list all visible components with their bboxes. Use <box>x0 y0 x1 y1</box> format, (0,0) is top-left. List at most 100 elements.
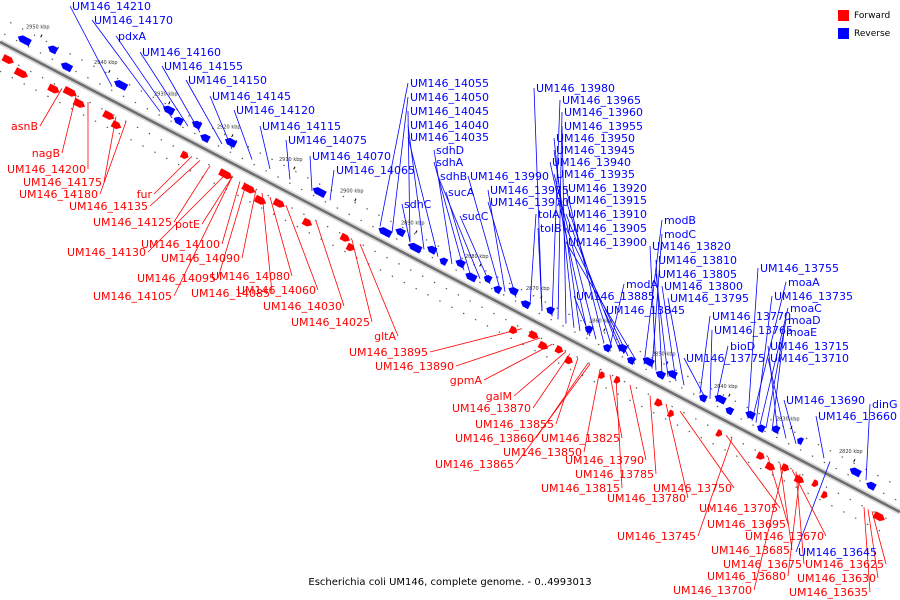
forward-gene-label: potE <box>175 218 200 231</box>
reverse-gene-label: UM146_13690 <box>786 394 865 407</box>
reverse-gene-label: UM146_13805 <box>658 268 737 281</box>
reverse-gene-label: dinG <box>872 398 898 411</box>
leader-line <box>487 201 517 298</box>
reverse-gene-label: modC <box>664 228 696 241</box>
reverse-gene-label: modA <box>626 278 658 291</box>
forward-gene <box>47 83 60 94</box>
reverse-gene <box>465 272 478 283</box>
leader-line <box>655 273 669 377</box>
forward-gene-label: UM146_13635 <box>789 586 868 599</box>
leader-line <box>667 297 685 386</box>
reverse-gene <box>200 134 211 143</box>
forward-gene <box>508 325 518 334</box>
leader-line <box>185 79 223 145</box>
kbp-tick <box>479 263 482 267</box>
reverse-gene-label: UM146_13965 <box>562 94 641 107</box>
leader-line <box>467 175 501 290</box>
kbp-tick-label: 2870 kbp <box>526 286 550 292</box>
reverse-gene <box>163 105 176 116</box>
leader-line <box>433 149 453 265</box>
reverse-gene-label: UM146_13955 <box>564 120 643 133</box>
reverse-gene <box>493 285 503 295</box>
forward-gene-label: UM146_14100 <box>141 238 220 251</box>
reverse-gene-label: UM146_14170 <box>94 14 173 27</box>
reverse-gene <box>395 228 406 238</box>
forward-gene <box>253 194 267 205</box>
kbp-tick-label: 2900 kbp <box>340 189 364 195</box>
reverse-gene-label: tolA <box>538 208 560 221</box>
forward-gene-label: UM146_14025 <box>291 316 370 329</box>
reverse-gene-label: UM146_13845 <box>606 304 685 317</box>
reverse-gene-label: UM146_14065 <box>336 164 415 177</box>
forward-gene-label: UM146_14180 <box>19 188 98 201</box>
reverse-gene-label: UM146_13900 <box>568 236 647 249</box>
reverse-gene-label: UM146_14210 <box>72 0 151 13</box>
reverse-gene-label: UM146_13975 <box>490 184 569 197</box>
reverse-gene <box>849 467 862 478</box>
leader-line <box>679 410 735 489</box>
leader-line <box>407 110 411 243</box>
forward-gene <box>110 120 122 130</box>
leader-line <box>697 438 733 537</box>
leader-line <box>437 175 481 279</box>
leader-line <box>513 351 567 397</box>
reverse-gene-label: bioD <box>730 340 755 353</box>
leader-line <box>759 307 789 425</box>
legend-item-reverse: Reverse <box>838 26 890 41</box>
leader-line <box>655 259 663 374</box>
leader-line <box>771 331 785 432</box>
reverse-gene-label: UM146_13820 <box>652 240 731 253</box>
leader-line <box>315 220 345 307</box>
reverse-gene-label: sdhC <box>404 198 432 211</box>
leader-line <box>779 463 793 551</box>
leader-line <box>285 139 291 180</box>
forward-gene-label: fur <box>137 188 153 201</box>
reverse-gene <box>408 242 423 254</box>
forward-gene-label: UM146_14060 <box>237 284 316 297</box>
forward-gene <box>527 330 539 340</box>
kbp-ticks: 2950 kbp 2940 kbp 2930 kbp 2920 kbp 2910 kbp… <box>26 25 863 463</box>
reverse-gene <box>114 80 129 91</box>
reverse-gene-label: UM146_13795 <box>670 292 749 305</box>
forward-gene <box>597 371 605 379</box>
forward-gene-label: asnB <box>11 120 38 133</box>
forward-gene-label: nagB <box>32 147 60 160</box>
leader-line <box>557 111 563 320</box>
leader-line <box>455 337 541 367</box>
forward-gene-label: UM146_14105 <box>93 290 172 303</box>
reverse-gene-label: UM146_13660 <box>818 410 897 423</box>
leader-line <box>649 245 657 371</box>
forward-gene-label: UM146_13790 <box>565 454 644 467</box>
forward-gene <box>62 86 77 97</box>
reverse-gene <box>60 62 74 73</box>
reverse-gene-label: UM146_13775 <box>686 352 765 365</box>
kbp-tick-label: 2850 kbp <box>652 352 676 358</box>
leader-line <box>149 160 201 207</box>
reverse-gene <box>797 437 805 445</box>
reverse-gene <box>866 481 877 491</box>
leader-line <box>429 328 523 353</box>
leader-line <box>533 87 543 312</box>
forward-gene <box>102 110 115 120</box>
leader-line <box>565 241 637 361</box>
leader-line <box>309 155 313 191</box>
kbp-tick <box>728 393 731 397</box>
leader-line <box>765 319 787 429</box>
forward-gene <box>564 355 573 365</box>
forward-gene <box>179 150 189 159</box>
figure-caption: Escherichia coli UM146, complete genome.… <box>308 577 592 588</box>
forward-gene-label: galM <box>486 390 512 403</box>
reverse-gene-label: UM146_13715 <box>770 340 849 353</box>
forward-gene-label: UM146_13750 <box>653 482 732 495</box>
reverse-swatch <box>838 28 849 39</box>
leader-line <box>603 309 625 355</box>
leader-line <box>259 125 271 170</box>
forward-gene-label: UM146_13890 <box>375 360 454 373</box>
forward-gene-label: UM146_14200 <box>7 163 86 176</box>
leader-line <box>863 507 871 593</box>
leader-line <box>487 189 506 292</box>
leader-line <box>565 199 613 348</box>
forward-gene-label: UM146_13705 <box>699 502 778 515</box>
kbp-tick-label: 2920 kbp <box>217 124 241 130</box>
